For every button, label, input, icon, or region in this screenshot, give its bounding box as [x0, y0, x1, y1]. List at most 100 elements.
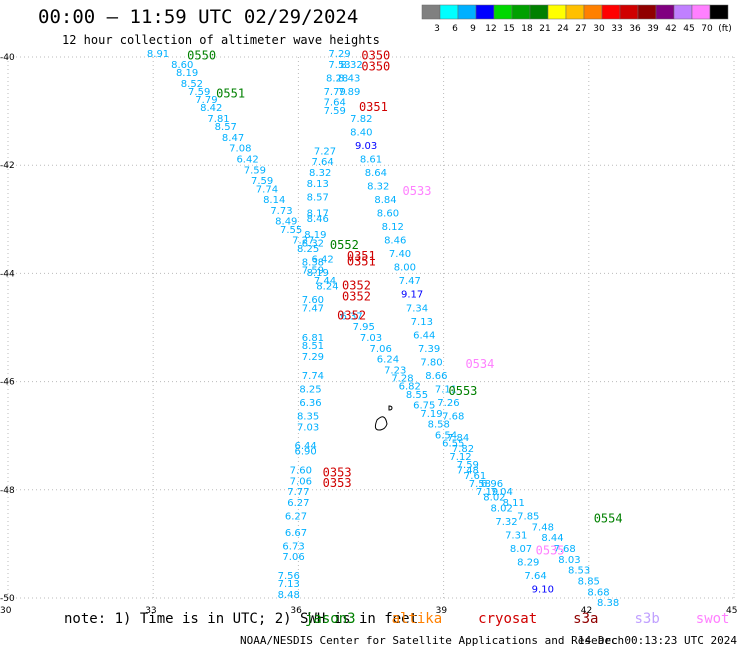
x-tick-label: 30 [0, 606, 12, 616]
wave-height-value: 6.42 [236, 154, 258, 165]
wave-height-value: 7.68 [442, 411, 464, 422]
y-tick-label: -40 [0, 53, 15, 63]
colorbar-tick-label: 21 [539, 24, 550, 34]
colorbar-swatch [529, 4, 549, 20]
wave-height-value: 8.25 [299, 384, 321, 395]
colorbar-swatch [691, 4, 711, 20]
colorbar-tick-label: 70 [701, 24, 713, 34]
colorbar-tick-label: 33 [611, 24, 622, 34]
pass-time-label: 0352 [337, 308, 366, 322]
wave-height-value: 8.19 [307, 268, 329, 279]
wave-height-value: 8.03 [558, 555, 580, 566]
wave-height-value: 6.44 [413, 330, 435, 341]
pass-time-label: 0533 [403, 184, 432, 198]
wave-height-value: 7.59 [302, 265, 324, 276]
wave-height-value: 6.24 [377, 355, 399, 366]
x-tick-label: 45 [726, 606, 737, 616]
wave-height-value: 8.19 [176, 68, 198, 79]
colorbar-tick-label: 15 [503, 24, 514, 34]
wave-height-value: 7.64 [311, 157, 333, 168]
wave-height-value: 7.80 [420, 357, 442, 368]
colorbar-swatch [655, 4, 675, 20]
wave-height-value: 8.38 [302, 257, 324, 268]
colorbar-tick-label: 9 [470, 24, 476, 34]
satellite-legend: jason3 altika cryosat s3a s3b swot [305, 611, 740, 627]
satellite-legend-cryosat: cryosat [478, 611, 538, 627]
wave-height-value: 8.84 [374, 195, 396, 206]
wave-height-value: 8.60 [377, 209, 399, 220]
wave-height-value: 6.55 [442, 439, 464, 450]
wave-height-value: 8.38 [597, 598, 619, 609]
chart-subtitle: 12 hour collection of altimeter wave hei… [62, 33, 380, 47]
colorbar-tick-label: 6 [452, 24, 458, 34]
wave-height-value: 7.40 [389, 249, 411, 260]
colorbar-swatch [637, 4, 657, 20]
wave-height-value: 7.26 [437, 398, 459, 409]
wave-height-value: 7.28 [391, 374, 413, 385]
wave-height-value: 8.24 [316, 282, 338, 293]
colorbar-swatch [673, 4, 693, 20]
wave-height-value: 7.13 [278, 579, 300, 590]
colorbar-tick-label: 24 [557, 24, 569, 34]
wave-height-value: 7.27 [314, 146, 336, 157]
wave-height-value: 8.66 [425, 371, 447, 382]
pass-time-label: 0554 [594, 511, 623, 525]
wave-height-value: 7.19 [420, 409, 442, 420]
wave-height-value: 7.95 [353, 322, 375, 333]
wave-height-value: 8.13 [307, 179, 329, 190]
wave-height-value: 8.11 [503, 498, 525, 509]
wave-height-value: 7.47 [399, 276, 421, 287]
wave-height-value: 7.81 [207, 114, 229, 125]
pass-time-label: 0534 [465, 357, 494, 371]
wave-height-value: 8.52 [181, 79, 203, 90]
colorbar-legend: 3 6 9 12 15 18 21 24 27 30 33 36 39 42 45 70 (ft) [421, 4, 732, 34]
wave-height-value: 6.44 [295, 441, 317, 452]
satellite-legend-jason3: jason3 [305, 611, 356, 627]
axis-tick-labels: 30 33 36 39 42 45 -40 -42 -44 -46 -48 -50 [0, 53, 737, 616]
colorbar-swatch [547, 4, 567, 20]
wave-height-value: 7.79 [324, 87, 346, 98]
colorbar-tick-label: 45 [683, 24, 694, 34]
colorbar-tick-label: 27 [575, 24, 586, 34]
wave-height-value: 7.11 [435, 384, 457, 395]
wave-height-value: 8.32 [309, 168, 331, 179]
wave-height-value: 6.73 [282, 541, 304, 552]
chart-title: 00:00 – 11:59 UTC 02/29/2024 [38, 6, 359, 28]
wave-height-value: 8.46 [307, 214, 329, 225]
satellite-legend-s3a: s3a [573, 611, 599, 627]
wave-height-value: 7.53 [328, 60, 350, 71]
wave-height-value: 6.96 [481, 479, 503, 490]
wave-height-value: 7.29 [328, 49, 350, 60]
wave-height-value: 7.84 [447, 433, 469, 444]
wave-height-value: 7.06 [370, 344, 392, 355]
wave-height-value: 8.57 [215, 122, 237, 133]
wave-height-value: 9.17 [401, 290, 423, 301]
wave-height-value: 7.04 [491, 487, 513, 498]
wave-height-value: 8.07 [510, 544, 532, 555]
colorbar-tick-label: (ft) [718, 24, 732, 34]
wave-height-value: 7.60 [290, 466, 312, 477]
colorbar-swatch [511, 4, 531, 20]
wave-height-value: 8.46 [384, 236, 406, 247]
wave-height-value: 6.27 [287, 498, 309, 509]
note-text: note: 1) Time is in UTC; 2) SWH is in fe… [64, 611, 419, 627]
pass-time-label: 0352 [342, 289, 371, 303]
wave-height-value: 7.60 [302, 295, 324, 306]
wave-height-value: 7.68 [553, 544, 575, 555]
colorbar-swatch [421, 4, 441, 20]
wave-height-value: 8.49 [275, 217, 297, 228]
wave-height-value: 7.79 [195, 95, 217, 106]
y-tick-label: -44 [0, 269, 15, 279]
pass-time-labels: 0550055103500350035105330552035103510352… [187, 49, 622, 558]
y-tick-label: -48 [0, 486, 15, 496]
wave-height-value: 7.59 [457, 460, 479, 471]
satellite-legend-altika: altika [391, 611, 443, 627]
wave-height-value: 8.32 [302, 238, 324, 249]
wave-height-value: 8.43 [338, 73, 360, 84]
wave-height-value: 8.35 [297, 411, 319, 422]
wave-height-value: 7.32 [495, 517, 517, 528]
colorbar-swatch [565, 4, 585, 20]
wave-height-value: 7.48 [532, 522, 554, 533]
note-legend: note: 1) Time is in UTC; 2) SWH is in fe… [64, 611, 418, 627]
